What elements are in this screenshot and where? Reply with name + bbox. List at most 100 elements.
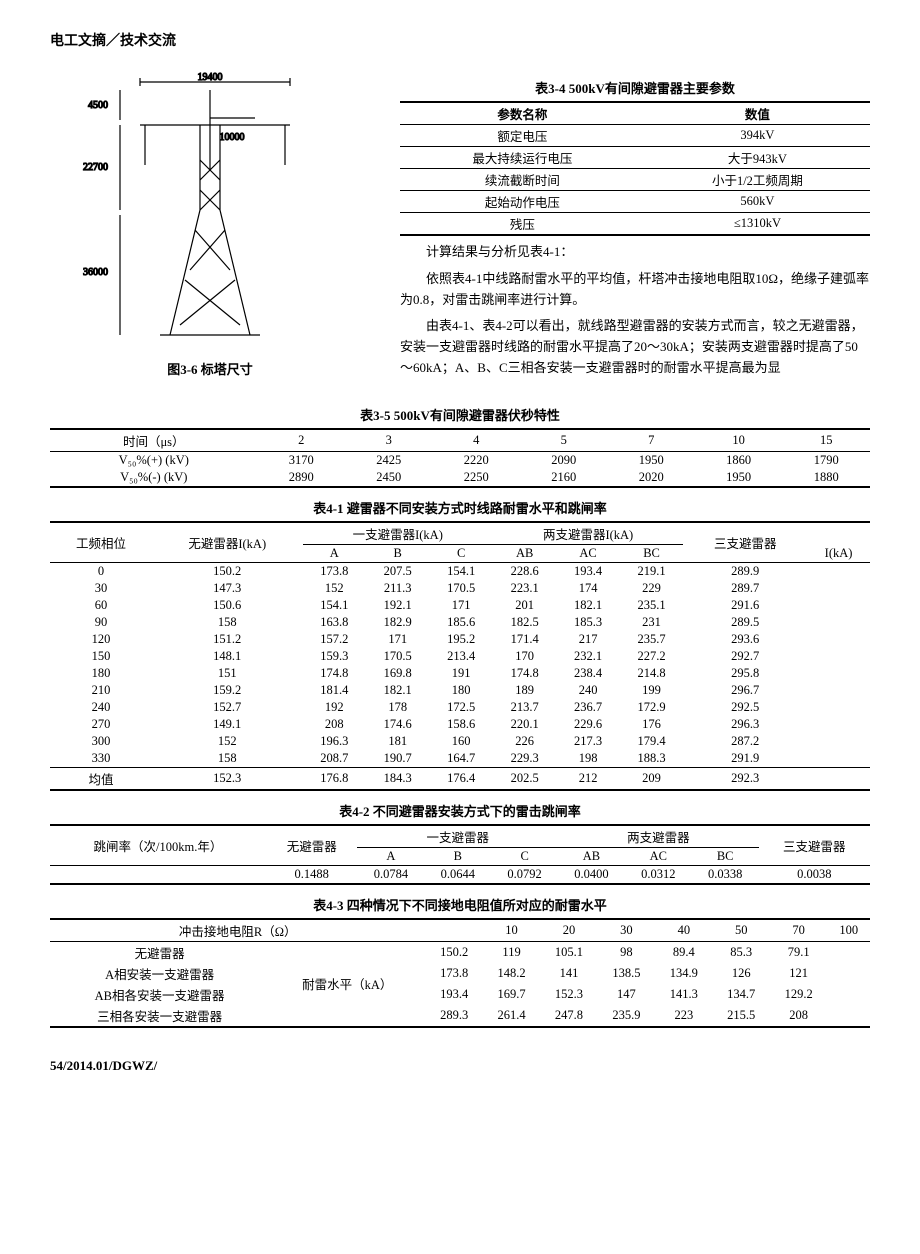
- page-footer: 54/2014.01/DGWZ/: [50, 1058, 870, 1074]
- table-subheader: I(kA): [807, 544, 870, 562]
- table-cell: 159.2: [152, 682, 303, 699]
- table41-wrap: 表4-1 避雷器不同安装方式时线路耐雷水平和跳闸率 工频相位 无避雷器I(kA)…: [50, 498, 870, 791]
- table-cell: 0.0792: [491, 865, 558, 884]
- table-cell: 148.2: [483, 963, 540, 984]
- table-cell: 85.3: [713, 941, 770, 963]
- svg-text:22700: 22700: [83, 162, 108, 173]
- table43-wrap: 表4-3 四种情况下不同接地电阻值所对应的耐雷水平 冲击接地电阻R（Ω）1020…: [50, 895, 870, 1028]
- table-cell: 2220: [432, 451, 519, 469]
- table-cell: 185.6: [429, 614, 492, 631]
- table-cell: 151.2: [152, 631, 303, 648]
- table-cell: 起始动作电压: [400, 191, 645, 213]
- table-cell: 2160: [520, 469, 607, 487]
- table-header: 100: [827, 919, 870, 942]
- table-cell: 2090: [520, 451, 607, 469]
- table-cell: 2890: [258, 469, 345, 487]
- table-cell: 2450: [345, 469, 432, 487]
- table-cell: 174.8: [493, 665, 556, 682]
- table42-caption: 表4-2 不同避雷器安装方式下的雷击跳闸率: [50, 801, 870, 820]
- table35-caption: 表3-5 500kV有间隙避雷器伏秒特性: [50, 405, 870, 424]
- table-cell: 185.3: [556, 614, 619, 631]
- table-header: 2: [258, 429, 345, 452]
- table-cell: 192: [303, 699, 366, 716]
- table-cell: 134.7: [713, 984, 770, 1005]
- table-cell: 173.8: [303, 562, 366, 580]
- svg-text:36000: 36000: [83, 267, 108, 278]
- table-cell: 215.5: [713, 1005, 770, 1027]
- table-cell: 176.8: [303, 767, 366, 790]
- table42-wrap: 表4-2 不同避雷器安装方式下的雷击跳闸率 跳闸率（次/100km.年） 无避雷…: [50, 801, 870, 885]
- table-cell: 134.9: [655, 963, 712, 984]
- table-cell: 289.9: [683, 562, 807, 580]
- table-cell: 291.6: [683, 597, 807, 614]
- table-header: 4: [432, 429, 519, 452]
- table42: 跳闸率（次/100km.年） 无避雷器 一支避雷器 两支避雷器 三支避雷器 AB…: [50, 824, 870, 885]
- table34: 参数名称数值 额定电压394kV最大持续运行电压大于943kV续流截断时间小于1…: [400, 101, 870, 236]
- top-section: 19400 4500 22700 36000 10000: [50, 70, 870, 385]
- table-cell: 174.8: [303, 665, 366, 682]
- table-cell: 90: [50, 614, 152, 631]
- table-cell: 223.1: [493, 580, 556, 597]
- table-subheader: C: [491, 847, 558, 865]
- table-cell: 大于943kV: [645, 147, 870, 169]
- table-header: 30: [598, 919, 655, 942]
- table-cell: 152.3: [540, 984, 597, 1005]
- table-cell: 171: [429, 597, 492, 614]
- table-cell: 172.9: [620, 699, 683, 716]
- table-cell: 150: [50, 648, 152, 665]
- table-cell: 247.8: [540, 1005, 597, 1027]
- table-cell: 184.3: [366, 767, 429, 790]
- table41-caption: 表4-1 避雷器不同安装方式时线路耐雷水平和跳闸率: [50, 498, 870, 517]
- table-cell: 188.3: [620, 750, 683, 768]
- table-cell: 235.7: [620, 631, 683, 648]
- table-cell: 180: [429, 682, 492, 699]
- table-cell: 195.2: [429, 631, 492, 648]
- table-cell: 227.2: [620, 648, 683, 665]
- table-cell: 157.2: [303, 631, 366, 648]
- table-subheader: AB: [558, 847, 625, 865]
- table-cell: 229.6: [556, 716, 619, 733]
- table-subheader: B: [366, 544, 429, 562]
- table-cell: 240: [50, 699, 152, 716]
- table-cell: 2020: [607, 469, 694, 487]
- table-cell: 226: [493, 733, 556, 750]
- table-cell: 172.5: [429, 699, 492, 716]
- table41: 工频相位 无避雷器I(kA) 一支避雷器I(kA) 两支避雷器I(kA) 三支避…: [50, 521, 870, 791]
- table-cell: 182.9: [366, 614, 429, 631]
- page-header: 电工文摘／技术交流: [50, 30, 870, 50]
- table-cell: 189: [493, 682, 556, 699]
- table-cell: 170.5: [366, 648, 429, 665]
- table-cell: 287.2: [683, 733, 807, 750]
- figure-caption: 图3-6 标塔尺寸: [50, 359, 370, 378]
- table-cell: 150.2: [425, 941, 482, 963]
- table-cell: 295.8: [683, 665, 807, 682]
- table-cell: 171: [366, 631, 429, 648]
- table-cell: V₅₀%(-) (kV): [50, 469, 258, 487]
- table-cell: 1950: [607, 451, 694, 469]
- para-0: 计算结果与分析见表4-1：: [400, 242, 870, 263]
- table-cell: 211.3: [366, 580, 429, 597]
- table43-caption: 表4-3 四种情况下不同接地电阻值所对应的耐雷水平: [50, 895, 870, 914]
- table-subheader: AC: [556, 544, 619, 562]
- table-header: 7: [607, 429, 694, 452]
- table-subheader: AB: [493, 544, 556, 562]
- table-cell: 192.1: [366, 597, 429, 614]
- table-cell: 208.7: [303, 750, 366, 768]
- table-header: 40: [655, 919, 712, 942]
- table-header: 5: [520, 429, 607, 452]
- table-cell: 89.4: [655, 941, 712, 963]
- table-cell: 261.4: [483, 1005, 540, 1027]
- table-cell: 235.1: [620, 597, 683, 614]
- table-cell: 193.4: [425, 984, 482, 1005]
- table-cell: 217.3: [556, 733, 619, 750]
- table-cell: 152.7: [152, 699, 303, 716]
- table-cell: 0.1488: [266, 865, 358, 884]
- table-cell: 152: [152, 733, 303, 750]
- table-header: 20: [540, 919, 597, 942]
- table35-wrap: 表3-5 500kV有间隙避雷器伏秒特性 时间（μs）234571015 V₅₀…: [50, 405, 870, 488]
- table-cell: 292.7: [683, 648, 807, 665]
- table-subheader: A: [357, 847, 424, 865]
- table-header: 时间（μs）: [50, 429, 258, 452]
- table-header: 15: [782, 429, 870, 452]
- table-cell: 217: [556, 631, 619, 648]
